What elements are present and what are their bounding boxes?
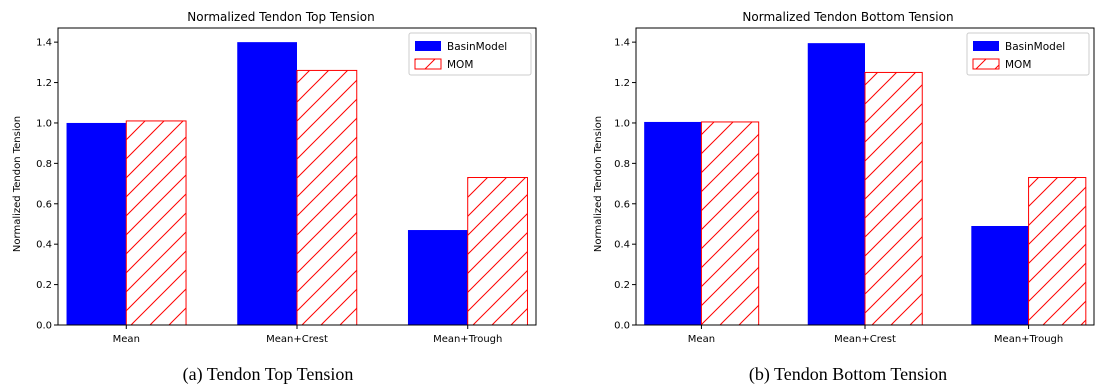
plot-frame [57, 27, 537, 326]
y-axis-label: Normalized Tendon Tension [593, 116, 604, 252]
x-tick-label: Mean [688, 334, 715, 345]
y-tick-label: 0.2 [36, 280, 52, 291]
plot-frame [635, 27, 1095, 326]
bar-mom-mean-crest [296, 69, 358, 326]
x-tick-label: Mean+Crest [834, 334, 896, 345]
legend: BasinModel MOM [408, 32, 532, 76]
bar-basinmodel-mean-crest [237, 42, 297, 326]
x-tick-label: Mean [113, 334, 140, 345]
y-tick-label: 1.2 [36, 78, 52, 89]
legend-label: MOM [447, 59, 473, 71]
bar-mom-mean-trough [467, 177, 528, 326]
y-tick-label: 0.2 [614, 280, 630, 291]
chart-panel-b: Normalized Tendon Bottom Tension Normali… [593, 10, 1095, 385]
chart-title: Normalized Tendon Top Tension [187, 10, 374, 24]
bar-basinmodel-mean [66, 122, 127, 325]
x-ticks: Mean Mean+Crest Mean+Trough [688, 325, 1063, 345]
y-tick-label: 1.0 [614, 118, 630, 129]
legend-swatch-mom [972, 58, 1000, 70]
bar-basinmodel-mean-crest [807, 43, 865, 325]
chart-title: Normalized Tendon Bottom Tension [742, 10, 953, 24]
legend-label: BasinModel [1005, 41, 1065, 53]
y-tick-label: 0.0 [614, 321, 630, 332]
y-ticks: 0.0 0.2 0.4 0.6 0.8 1.0 1.2 1.4 [614, 38, 636, 332]
figure-caption: (a) Tendon Top Tension [183, 364, 354, 385]
bar-mom-mean [125, 120, 187, 326]
bar-basinmodel-mean-trough [971, 226, 1029, 325]
y-tick-label: 0.8 [614, 159, 630, 170]
y-tick-label: 0.4 [36, 240, 52, 251]
legend-swatch-basinmodel [973, 41, 999, 51]
y-tick-label: 0.6 [614, 199, 630, 210]
legend: BasinModel MOM [966, 32, 1090, 76]
legend-label: MOM [1005, 59, 1031, 71]
y-tick-label: 0.6 [36, 199, 52, 210]
x-tick-label: Mean+Crest [266, 334, 328, 345]
bar-mom-mean [700, 121, 760, 326]
y-axis-label: Normalized Tendon Tension [12, 116, 23, 252]
bar-mom-mean-trough [1028, 177, 1087, 326]
y-tick-label: 0.8 [36, 159, 52, 170]
y-tick-label: 0.4 [614, 240, 630, 251]
x-tick-label: Mean+Trough [433, 334, 502, 345]
y-tick-label: 1.2 [614, 78, 630, 89]
y-ticks: 0.0 0.2 0.4 0.6 0.8 1.0 1.2 1.4 [36, 38, 58, 332]
legend-swatch-basinmodel [415, 41, 441, 51]
figure-caption: (b) Tendon Bottom Tension [749, 364, 947, 385]
bar-mom-mean-crest [864, 71, 923, 326]
bar-group [66, 42, 528, 326]
bar-group [644, 43, 1087, 326]
x-tick-label: Mean+Trough [994, 334, 1063, 345]
bar-basinmodel-mean [644, 121, 702, 326]
legend-swatch-mom [414, 58, 442, 70]
y-tick-label: 0.0 [36, 321, 52, 332]
y-tick-label: 1.4 [614, 38, 630, 49]
legend-label: BasinModel [447, 41, 507, 53]
x-ticks: Mean Mean+Crest Mean+Trough [113, 325, 502, 345]
y-tick-label: 1.0 [36, 118, 52, 129]
chart-panel-a: Normalized Tendon Top Tension Normalized… [12, 10, 537, 385]
y-tick-label: 1.4 [36, 38, 52, 49]
bar-basinmodel-mean-trough [407, 230, 468, 325]
